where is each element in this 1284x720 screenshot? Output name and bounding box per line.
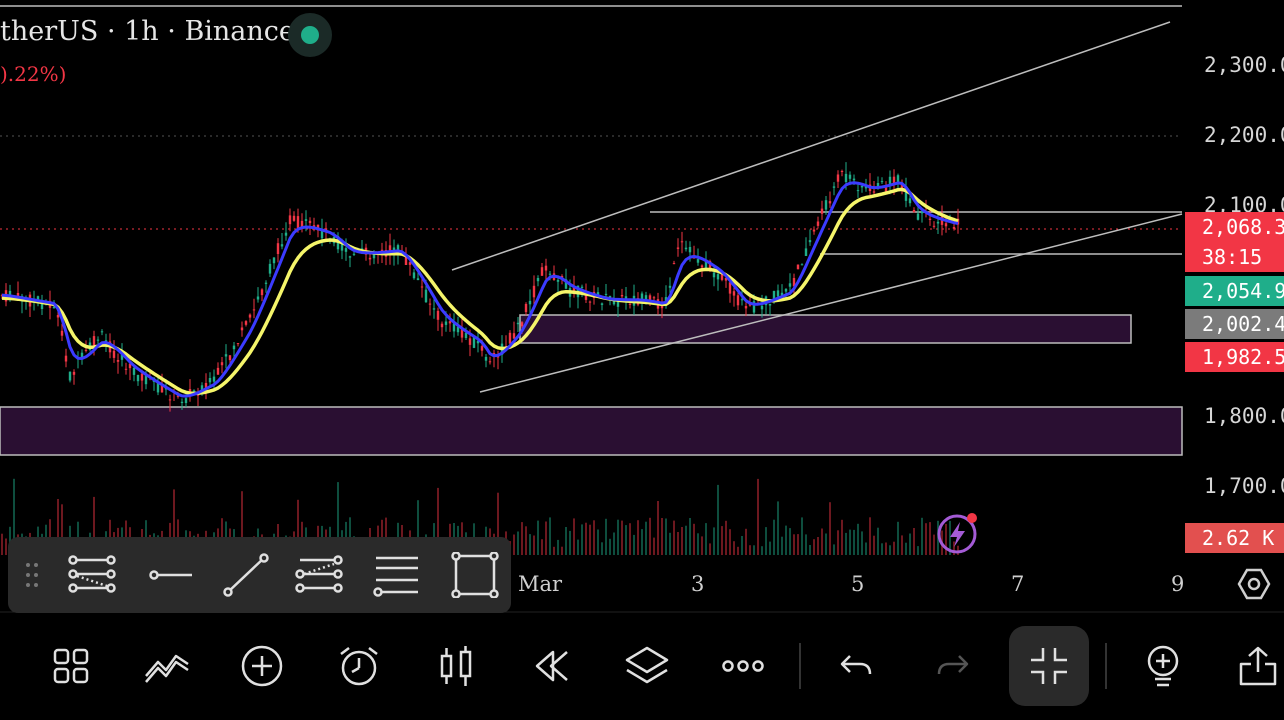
layers-icon[interactable] bbox=[609, 628, 685, 704]
indicators-icon[interactable] bbox=[129, 628, 205, 704]
time-label: 7 bbox=[1011, 572, 1025, 596]
channel-tool-icon[interactable] bbox=[292, 549, 346, 601]
ema-fast-line bbox=[1, 181, 959, 398]
trend-line-icon[interactable] bbox=[218, 549, 272, 601]
idea-icon[interactable] bbox=[1125, 628, 1201, 704]
fib-levels-icon[interactable] bbox=[370, 549, 424, 601]
volume-label: 2.62 K bbox=[1185, 523, 1284, 553]
candles-icon[interactable] bbox=[418, 628, 494, 704]
price-tick: 2,300.0 bbox=[1204, 53, 1284, 77]
price-change: ).22%) bbox=[0, 62, 67, 86]
price-tick: 1,800.0 bbox=[1204, 404, 1284, 428]
demand-zone[interactable] bbox=[519, 314, 1132, 344]
channel-lower-line[interactable] bbox=[479, 213, 1183, 393]
symbol-title[interactable]: therUS · 1h · Binance bbox=[0, 16, 295, 47]
time-label: 5 bbox=[851, 572, 865, 596]
multiline-tool-icon[interactable] bbox=[65, 549, 119, 601]
channel-upper-line[interactable] bbox=[451, 21, 1171, 271]
gray-level-label: 2,002.4 bbox=[1185, 309, 1284, 339]
time-label: Mar bbox=[518, 572, 563, 596]
replay-icon[interactable] bbox=[513, 628, 589, 704]
grid-icon[interactable] bbox=[33, 628, 109, 704]
current-price-label: 2,068.3 bbox=[1185, 212, 1284, 242]
share-icon[interactable] bbox=[1220, 628, 1284, 704]
price-tick: 1,700.0 bbox=[1204, 474, 1284, 498]
ema-slow-line bbox=[1, 187, 959, 396]
countdown-label: 38:15 bbox=[1185, 242, 1284, 272]
horizontal-line-icon[interactable] bbox=[144, 549, 198, 601]
support-zone[interactable] bbox=[0, 406, 1183, 456]
alarm-icon[interactable] bbox=[321, 628, 397, 704]
lightning-icon[interactable] bbox=[935, 510, 981, 556]
market-status-icon[interactable] bbox=[288, 13, 332, 57]
undo-icon[interactable] bbox=[818, 628, 894, 704]
drawing-tools-panel bbox=[8, 537, 511, 613]
green-level-label: 2,054.9 bbox=[1185, 276, 1284, 306]
price-tick: 2,200.0 bbox=[1204, 123, 1284, 147]
rectangle-tool-icon[interactable] bbox=[448, 549, 502, 601]
more-icon[interactable] bbox=[705, 628, 781, 704]
collapse-icon[interactable] bbox=[1009, 626, 1089, 706]
time-label: 3 bbox=[691, 572, 705, 596]
time-label: 9 bbox=[1171, 572, 1185, 596]
add-icon[interactable] bbox=[224, 628, 300, 704]
settings-icon[interactable] bbox=[1236, 566, 1272, 602]
red-level-label: 1,982.5 bbox=[1185, 342, 1284, 372]
redo-icon[interactable] bbox=[915, 628, 991, 704]
drag-handle-icon[interactable] bbox=[12, 549, 52, 601]
